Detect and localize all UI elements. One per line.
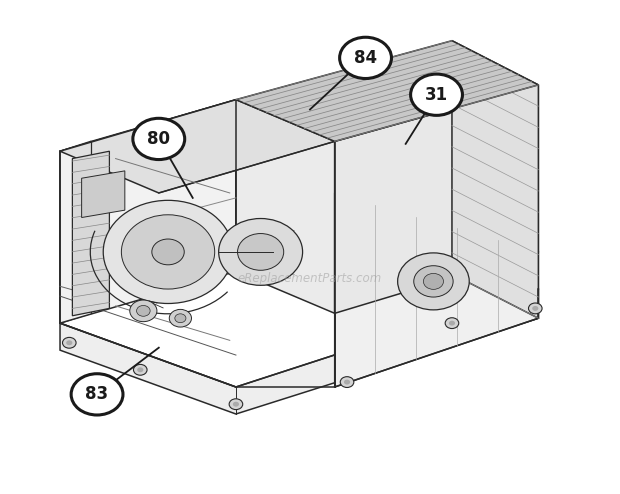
Circle shape: [137, 368, 143, 372]
Circle shape: [136, 305, 150, 316]
Circle shape: [130, 300, 157, 322]
Circle shape: [528, 303, 542, 314]
Circle shape: [449, 321, 455, 326]
Circle shape: [397, 253, 469, 310]
Circle shape: [445, 318, 459, 329]
Text: 84: 84: [354, 49, 377, 67]
Polygon shape: [73, 151, 109, 316]
Polygon shape: [82, 171, 125, 217]
Circle shape: [423, 273, 443, 289]
Circle shape: [169, 309, 192, 327]
Polygon shape: [335, 193, 538, 387]
Circle shape: [122, 215, 215, 289]
Polygon shape: [452, 41, 538, 318]
Circle shape: [152, 239, 184, 265]
Circle shape: [175, 314, 186, 323]
Circle shape: [237, 234, 284, 270]
Circle shape: [219, 218, 303, 286]
Circle shape: [414, 266, 453, 297]
Circle shape: [66, 340, 73, 345]
Circle shape: [104, 201, 233, 303]
Circle shape: [63, 337, 76, 348]
Circle shape: [340, 377, 354, 387]
Text: 31: 31: [425, 86, 448, 104]
Circle shape: [344, 379, 350, 384]
Polygon shape: [60, 100, 335, 193]
Circle shape: [133, 118, 185, 160]
Circle shape: [410, 74, 463, 116]
Polygon shape: [60, 289, 538, 414]
Circle shape: [71, 374, 123, 415]
Polygon shape: [60, 100, 236, 323]
Polygon shape: [335, 85, 538, 313]
Circle shape: [229, 399, 242, 410]
Circle shape: [133, 365, 147, 375]
Circle shape: [340, 37, 391, 79]
Circle shape: [233, 402, 239, 407]
Text: eReplacementParts.com: eReplacementParts.com: [238, 272, 382, 286]
Polygon shape: [236, 41, 538, 141]
Text: 80: 80: [148, 130, 171, 148]
Text: 83: 83: [86, 385, 108, 404]
Circle shape: [532, 306, 538, 311]
Polygon shape: [236, 100, 335, 313]
Polygon shape: [60, 141, 91, 323]
